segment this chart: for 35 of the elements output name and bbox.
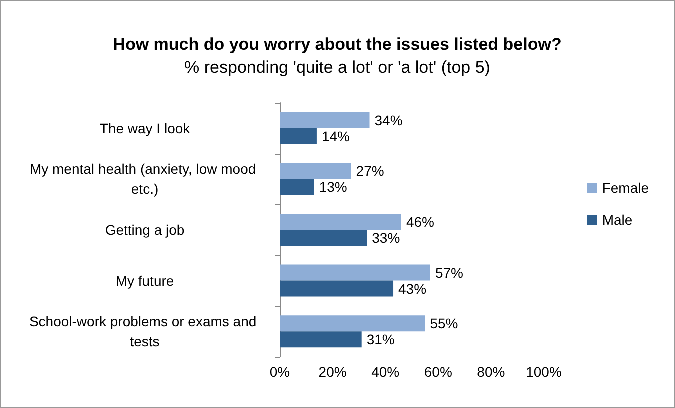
bar <box>280 264 430 281</box>
chart-subtitle: % responding 'quite a lot' or 'a lot' (top 5) <box>184 58 490 77</box>
bar <box>280 112 370 128</box>
x-tick-label: 40% <box>372 364 400 380</box>
data-label: 34% <box>374 112 403 128</box>
bar <box>280 163 352 180</box>
bar <box>280 179 314 196</box>
y-tick-label: School-work problems or exams and tests <box>29 314 261 350</box>
y-tick-label: The way I look <box>100 120 192 136</box>
data-label: 31% <box>366 332 395 348</box>
bar <box>280 230 368 246</box>
data-label: 33% <box>372 230 400 246</box>
x-tick-label: 60% <box>424 364 452 380</box>
data-label: 27% <box>356 163 384 180</box>
data-label: 55% <box>430 316 458 332</box>
y-tick-label: Getting a job <box>105 222 185 238</box>
x-tick-label: 0% <box>270 364 290 380</box>
data-label: 46% <box>406 214 434 230</box>
data-label: 13% <box>319 179 348 196</box>
legend-label: Male <box>602 212 633 228</box>
chart-title: How much do you worry about the issues listed below? <box>113 35 562 54</box>
x-tick-label: 20% <box>318 364 347 380</box>
bar <box>280 128 317 144</box>
y-tick-label: My future <box>116 272 174 289</box>
data-label: 57% <box>435 264 464 281</box>
bar <box>280 332 362 348</box>
data-label: 43% <box>398 280 427 297</box>
bar <box>280 280 394 297</box>
bar <box>280 316 426 332</box>
x-tick-label: 100% <box>526 364 562 380</box>
legend-label: Female <box>602 180 650 196</box>
bar <box>280 214 402 230</box>
x-tick-label: 80% <box>477 364 506 380</box>
y-tick-label: My mental health (anxiety, low mood etc.) <box>30 161 260 198</box>
data-label: 14% <box>322 128 350 144</box>
